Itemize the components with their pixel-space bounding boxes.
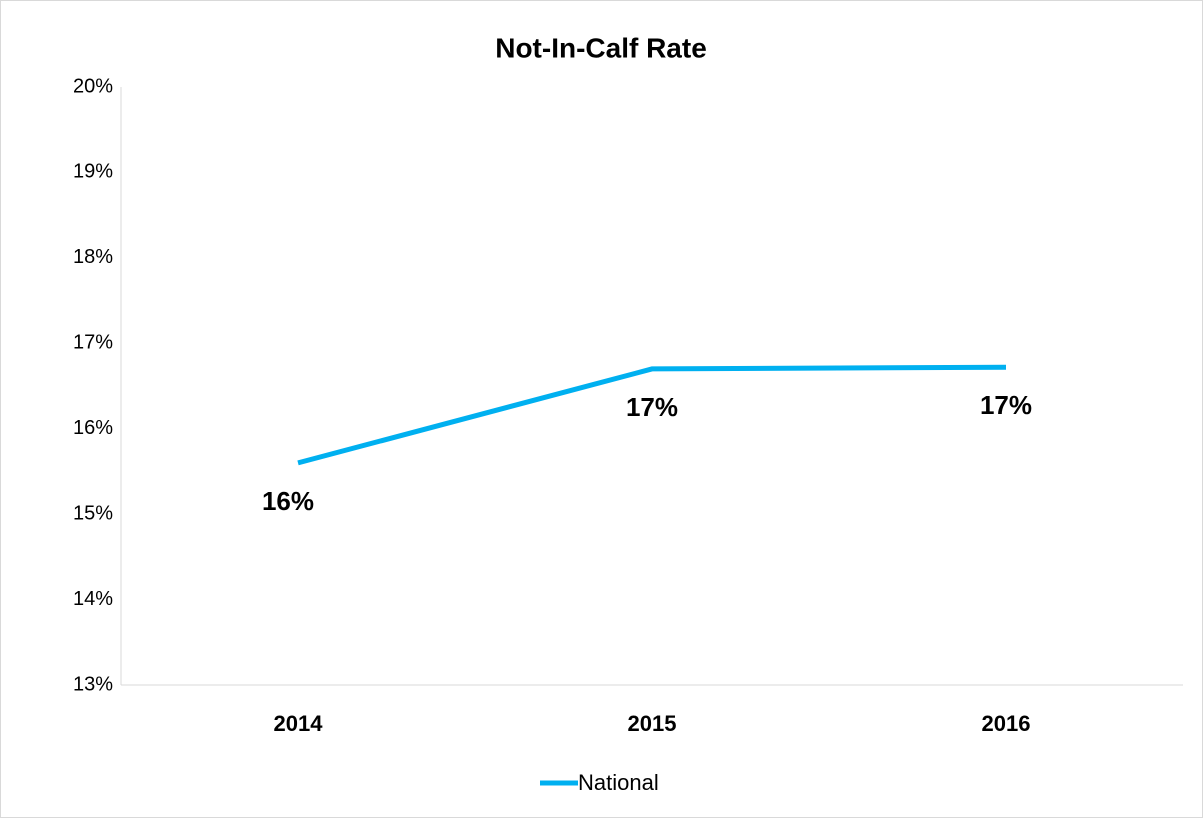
y-tick-label: 15% — [73, 502, 113, 524]
y-tick-label: 16% — [73, 417, 113, 439]
x-tick-label: 2015 — [628, 711, 677, 736]
x-tick-label: 2014 — [274, 711, 324, 736]
y-tick-label: 18% — [73, 246, 113, 268]
data-label: 17% — [980, 390, 1032, 420]
x-tick-label: 2016 — [982, 711, 1031, 736]
chart-title: Not-In-Calf Rate — [495, 32, 707, 63]
y-tick-label: 13% — [73, 673, 113, 695]
data-label: 17% — [626, 392, 678, 422]
y-tick-label: 17% — [73, 332, 113, 354]
legend-label: National — [578, 770, 659, 795]
data-line — [297, 364, 1007, 466]
data-label: 16% — [262, 486, 314, 516]
y-tick-label: 20% — [73, 75, 113, 97]
y-tick-label: 19% — [73, 161, 113, 183]
y-tick-label: 14% — [73, 588, 113, 610]
